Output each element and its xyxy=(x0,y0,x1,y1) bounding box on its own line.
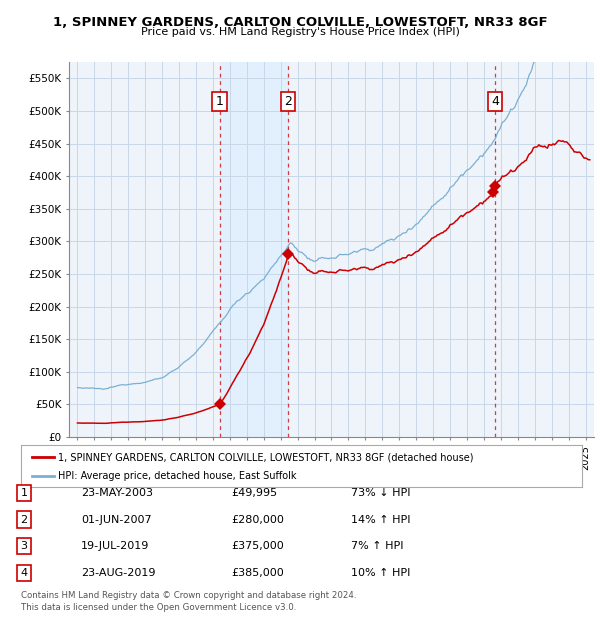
Text: £375,000: £375,000 xyxy=(231,541,284,551)
Text: 10% ↑ HPI: 10% ↑ HPI xyxy=(351,568,410,578)
Text: 2: 2 xyxy=(20,515,28,525)
Text: 1: 1 xyxy=(215,95,223,108)
Text: 1, SPINNEY GARDENS, CARLTON COLVILLE, LOWESTOFT, NR33 8GF: 1, SPINNEY GARDENS, CARLTON COLVILLE, LO… xyxy=(53,16,547,29)
Text: 2: 2 xyxy=(284,95,292,108)
Text: 23-AUG-2019: 23-AUG-2019 xyxy=(81,568,155,578)
Text: 01-JUN-2007: 01-JUN-2007 xyxy=(81,515,152,525)
Text: 1: 1 xyxy=(20,488,28,498)
Text: £280,000: £280,000 xyxy=(231,515,284,525)
Text: 1, SPINNEY GARDENS, CARLTON COLVILLE, LOWESTOFT, NR33 8GF (detached house): 1, SPINNEY GARDENS, CARLTON COLVILLE, LO… xyxy=(58,452,474,462)
Text: 3: 3 xyxy=(20,541,28,551)
Text: 4: 4 xyxy=(491,95,499,108)
Text: 19-JUL-2019: 19-JUL-2019 xyxy=(81,541,149,551)
Text: £385,000: £385,000 xyxy=(231,568,284,578)
Text: £49,995: £49,995 xyxy=(231,488,277,498)
Text: 14% ↑ HPI: 14% ↑ HPI xyxy=(351,515,410,525)
Text: HPI: Average price, detached house, East Suffolk: HPI: Average price, detached house, East… xyxy=(58,471,296,481)
Text: 7% ↑ HPI: 7% ↑ HPI xyxy=(351,541,404,551)
Text: Price paid vs. HM Land Registry's House Price Index (HPI): Price paid vs. HM Land Registry's House … xyxy=(140,27,460,37)
Text: 4: 4 xyxy=(20,568,28,578)
Bar xyxy=(220,62,288,437)
Text: 73% ↓ HPI: 73% ↓ HPI xyxy=(351,488,410,498)
Text: 23-MAY-2003: 23-MAY-2003 xyxy=(81,488,153,498)
Text: Contains HM Land Registry data © Crown copyright and database right 2024.
This d: Contains HM Land Registry data © Crown c… xyxy=(21,591,356,612)
